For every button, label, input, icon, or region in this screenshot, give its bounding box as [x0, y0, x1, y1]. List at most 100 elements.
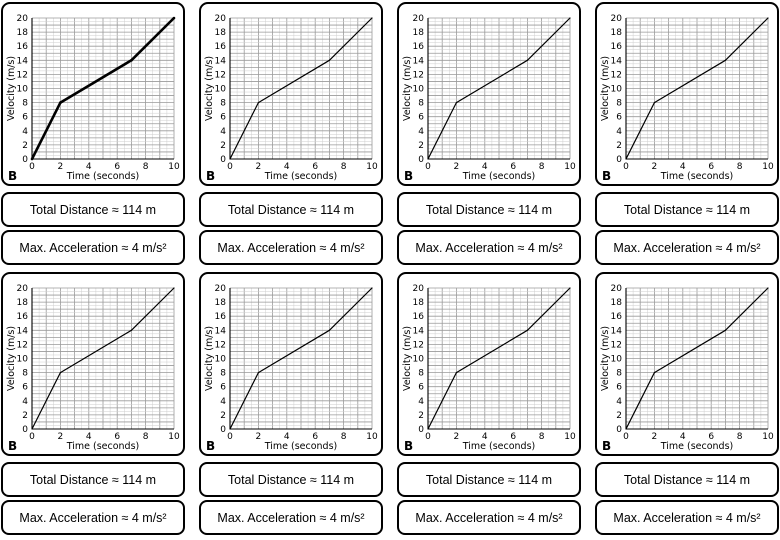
data-point	[427, 428, 429, 430]
x-tick-label: 8	[737, 432, 743, 442]
y-tick-label: 6	[22, 383, 28, 393]
card-letter: B	[404, 439, 413, 453]
x-tick-label: 8	[539, 162, 545, 172]
graph-svg: 0 2 4 6 8 10 12 14 16 18 20 0 2 4 6 8 10 Time (seconds) Ve…	[600, 14, 774, 183]
y-tick-label: 20	[215, 14, 227, 24]
x-axis-label: Time (seconds)	[66, 171, 140, 182]
velocity-time-graph: 0 2 4 6 8 10 12 14 16 18 20 0 2 4 6 8 10 Time (seconds) Ve…	[595, 2, 779, 186]
y-tick-label: 10	[215, 85, 227, 95]
y-tick-label: 8	[418, 369, 424, 379]
data-point	[172, 16, 176, 20]
y-tick-label: 12	[17, 70, 28, 80]
x-tick-label: 2	[652, 162, 658, 172]
x-tick-label: 10	[168, 162, 180, 172]
x-tick-label: 4	[680, 162, 686, 172]
velocity-line	[30, 17, 175, 160]
data-point	[59, 101, 62, 104]
y-tick-label: 14	[215, 326, 227, 336]
y-tick-label: 10	[17, 85, 29, 95]
y-tick-label: 20	[215, 284, 227, 294]
y-tick-label: 16	[611, 42, 623, 52]
graph-svg: 0 2 4 6 8 10 12 14 16 18 20 0 2 4 6 8 10 Time (seconds) Ve…	[204, 14, 378, 183]
x-tick-label: 10	[564, 432, 576, 442]
x-tick-label: 10	[564, 162, 576, 172]
x-tick-label: 2	[454, 162, 460, 172]
y-tick-label: 8	[220, 369, 226, 379]
x-tick-label: 0	[425, 432, 431, 442]
data-point	[130, 59, 133, 62]
y-tick-label: 14	[611, 326, 623, 336]
y-tick-label: 0	[616, 155, 622, 165]
y-tick-label: 8	[616, 99, 622, 109]
y-tick-label: 2	[22, 141, 28, 151]
x-tick-label: 0	[227, 162, 233, 172]
y-tick-label: 16	[17, 312, 29, 322]
y-tick-label: 16	[413, 312, 425, 322]
y-tick-label: 12	[611, 340, 622, 350]
x-tick-label: 4	[86, 162, 92, 172]
y-tick-label: 6	[418, 113, 424, 123]
y-tick-label: 4	[220, 397, 226, 407]
y-tick-label: 0	[22, 155, 28, 165]
y-tick-label: 0	[418, 425, 424, 435]
y-tick-label: 2	[616, 141, 622, 151]
x-tick-label: 0	[29, 432, 35, 442]
y-tick-label: 8	[616, 369, 622, 379]
velocity-time-graph: 0 2 4 6 8 10 12 14 16 18 20 0 2 4 6 8 10 Time (seconds) Ve…	[397, 272, 581, 456]
x-tick-label: 2	[256, 162, 262, 172]
y-tick-label: 0	[220, 425, 226, 435]
x-tick-label: 0	[623, 432, 629, 442]
card-letter: B	[602, 169, 611, 183]
data-point	[371, 17, 373, 19]
y-tick-label: 2	[418, 411, 424, 421]
total-distance-box: Total Distance ≈ 114 m	[1, 462, 185, 497]
y-axis-label: Velocity (m/s)	[600, 56, 611, 121]
data-point	[767, 287, 769, 289]
y-tick-label: 18	[413, 28, 425, 38]
x-axis-label: Time (seconds)	[660, 441, 734, 452]
card-letter: B	[602, 439, 611, 453]
data-point	[724, 329, 726, 331]
data-point	[130, 329, 132, 331]
y-tick-label: 18	[215, 298, 227, 308]
data-point	[625, 428, 627, 430]
y-tick-label: 4	[418, 127, 424, 137]
x-axis-label: Time (seconds)	[660, 171, 734, 182]
x-tick-label: 4	[482, 162, 488, 172]
data-point	[455, 102, 457, 104]
data-point	[257, 372, 259, 374]
data-point	[371, 287, 373, 289]
velocity-time-graph: 0 2 4 6 8 10 12 14 16 18 20 0 2 4 6 8 10 Time (seconds) Ve…	[199, 272, 383, 456]
x-tick-label: 2	[652, 432, 658, 442]
x-tick-label: 10	[762, 432, 774, 442]
x-tick-label: 8	[341, 162, 347, 172]
total-distance-box: Total Distance ≈ 114 m	[595, 192, 779, 227]
data-point	[653, 102, 655, 104]
y-axis-label: Velocity (m/s)	[204, 326, 215, 391]
y-tick-label: 6	[616, 383, 622, 393]
y-tick-label: 18	[611, 298, 623, 308]
velocity-line	[625, 17, 769, 160]
velocity-time-graph: 0 2 4 6 8 10 12 14 16 18 20 0 2 4 6 8 10 Time (seconds) Ve…	[595, 272, 779, 456]
x-tick-label: 4	[482, 432, 488, 442]
y-tick-label: 0	[220, 155, 226, 165]
y-tick-label: 12	[413, 340, 424, 350]
data-point	[724, 59, 726, 61]
max-acceleration-box: Max. Acceleration ≈ 4 m/s²	[1, 500, 185, 535]
x-tick-label: 4	[284, 162, 290, 172]
x-tick-label: 4	[680, 432, 686, 442]
y-tick-label: 18	[413, 298, 425, 308]
max-acceleration-box: Max. Acceleration ≈ 4 m/s²	[199, 230, 383, 265]
x-tick-label: 2	[58, 162, 64, 172]
y-tick-label: 8	[22, 369, 28, 379]
max-acceleration-box: Max. Acceleration ≈ 4 m/s²	[397, 500, 581, 535]
total-distance-box: Total Distance ≈ 114 m	[397, 192, 581, 227]
data-point	[59, 372, 62, 374]
x-tick-label: 0	[425, 162, 431, 172]
x-tick-label: 0	[623, 162, 629, 172]
max-acceleration-box: Max. Acceleration ≈ 4 m/s²	[595, 500, 779, 535]
data-point	[653, 372, 655, 374]
x-tick-label: 6	[708, 162, 714, 172]
y-tick-label: 2	[418, 141, 424, 151]
graph-svg: 0 2 4 6 8 10 12 14 16 18 20 0 2 4 6 8 10 Time (seconds) Ve…	[402, 14, 576, 183]
